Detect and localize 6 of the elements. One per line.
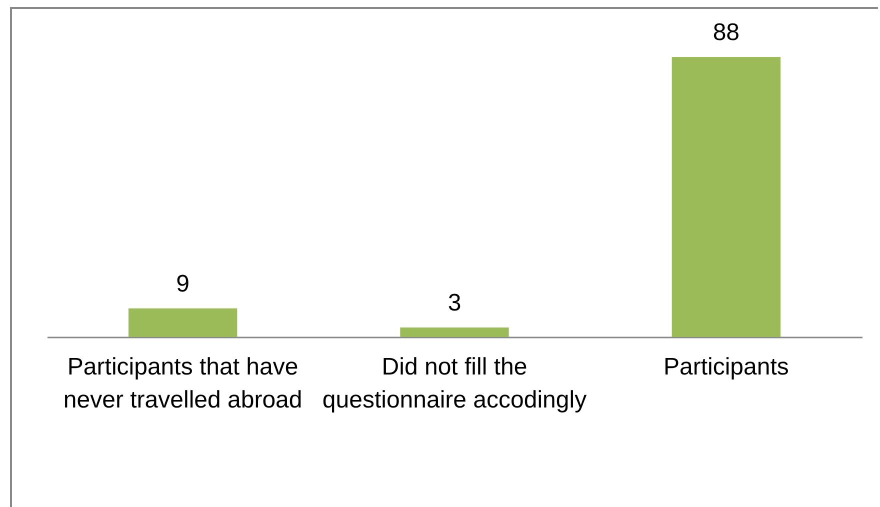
data-label: 9 <box>176 270 190 298</box>
data-label: 3 <box>448 289 462 316</box>
x-tick-label: Did not fill the questionnaire accodingly <box>322 354 587 414</box>
x-tick-label: Participants <box>663 354 789 380</box>
x-tick-label: Participants that have never travelled abroad <box>63 354 302 414</box>
data-label: 88 <box>712 19 740 46</box>
